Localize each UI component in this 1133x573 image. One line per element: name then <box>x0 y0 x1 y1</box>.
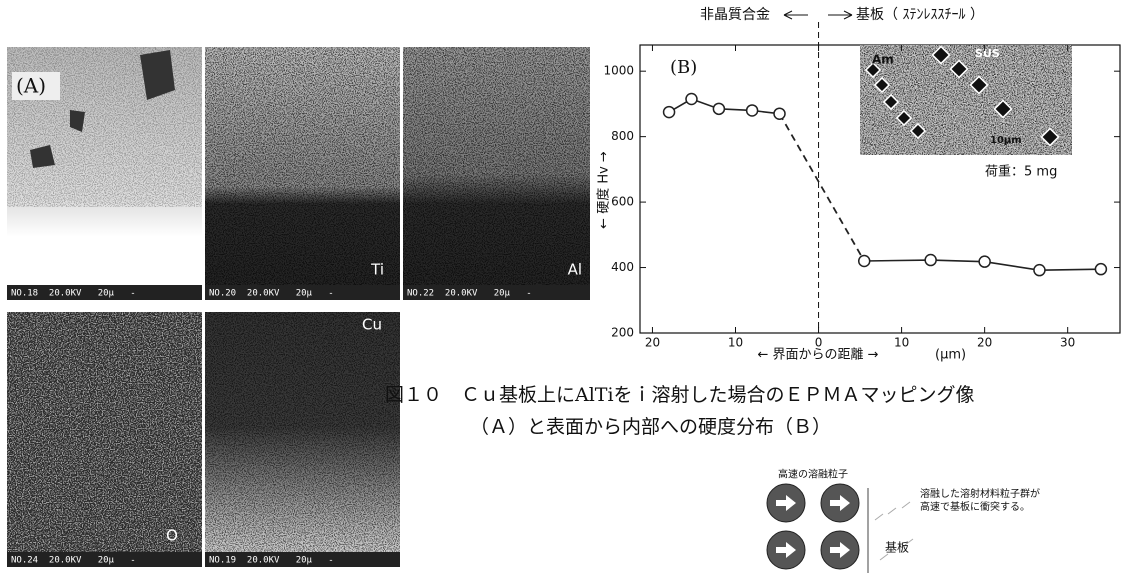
data-point <box>747 105 758 116</box>
data-point <box>925 255 936 266</box>
y-tick-label: 1000 <box>603 64 634 78</box>
load-note: 荷重：5 mg <box>985 164 1057 180</box>
panel-noise <box>205 312 400 567</box>
inset-label: Am <box>872 53 894 67</box>
inset-label: 10μm <box>990 135 1022 146</box>
y-axis-label: ← 硬度 Hv → <box>596 151 612 229</box>
data-point <box>859 256 870 267</box>
panel-footer: NO.18 20.0KV 20μ - <box>11 289 136 299</box>
transition-line <box>780 114 865 261</box>
x-tick-label: 10 <box>728 336 743 350</box>
panel-footer: NO.22 20.0KV 20μ - <box>407 289 532 299</box>
data-point <box>1034 265 1045 276</box>
region-arrows <box>784 11 852 19</box>
data-point <box>1095 264 1106 275</box>
panel-footer: NO.20 20.0KV 20μ - <box>209 289 334 299</box>
x-axis-unit: (μm) <box>935 348 966 363</box>
x-tick-label: 20 <box>977 336 992 350</box>
region-label: 基板（ ｽﾃﾝﾚｽｽﾁｰﾙ ） <box>856 6 984 23</box>
x-tick-label: 30 <box>1060 336 1075 350</box>
panel-label: O <box>166 527 178 545</box>
chart-label: (B) <box>670 57 697 78</box>
x-tick-label: 10 <box>894 336 909 350</box>
inset-label: SUS <box>975 47 1000 60</box>
hardness-chart: 非晶質合金 基板（ ｽﾃﾝﾚｽｽﾁｰﾙ ） (B) Am SUS <box>596 6 1121 363</box>
caption: 図１０ Ｃｕ基板上にAlTiをｉ溶射した場合のＥＰＭＡマッピング像 <box>385 384 975 406</box>
x-tick-label: 0 <box>815 336 823 350</box>
region-label: 非晶質合金 <box>700 7 770 23</box>
panel-label: Cu <box>362 316 382 334</box>
data-point <box>686 94 697 105</box>
caption: （Ａ）と表面から内部への硬度分布（Ｂ） <box>470 416 831 438</box>
y-tick-label: 800 <box>611 129 634 143</box>
diagram-note: 基板 <box>885 541 909 555</box>
panel-footer: NO.24 20.0KV 20μ - <box>11 556 136 566</box>
panel-label: Ti <box>370 261 384 279</box>
epma-panels: (A) Ti Al O Cu NO.18 20.0KV 20μ - NO.20 … <box>7 47 590 567</box>
diagram-title: 高速の溶融粒子 <box>778 468 848 481</box>
page-canvas: (A) Ti Al O Cu NO.18 20.0KV 20μ - NO.20 … <box>0 0 1133 573</box>
x-axis-label: ← 界面からの距離 → <box>757 348 878 363</box>
data-point <box>713 103 724 114</box>
y-tick-label: 600 <box>611 195 634 209</box>
page: (A) Ti Al O Cu NO.18 20.0KV 20μ - NO.20 … <box>0 0 1133 573</box>
panel-noise <box>7 47 202 207</box>
panel-noise <box>403 47 590 300</box>
inset-micrograph: Am SUS 10μm <box>860 45 1072 155</box>
data-point <box>774 108 785 119</box>
diagram-note: 溶融した溶射材料粒子群が <box>920 487 1040 500</box>
data-point <box>664 107 675 118</box>
panel-footer: NO.19 20.0KV 20μ - <box>209 556 334 566</box>
x-tick-label: 20 <box>645 336 660 350</box>
panel-label: Al <box>568 261 582 279</box>
panel-label: (A) <box>16 74 46 98</box>
y-tick-label: 200 <box>611 326 634 340</box>
data-point <box>979 256 990 267</box>
diagram-note: 高速で基板に衝突する。 <box>920 500 1030 513</box>
spray-diagram: 高速の溶融粒子 溶融した溶射材料粒子群が 高速で基板に衝突する。 基板 <box>767 468 1040 573</box>
y-tick-label: 400 <box>611 260 634 274</box>
